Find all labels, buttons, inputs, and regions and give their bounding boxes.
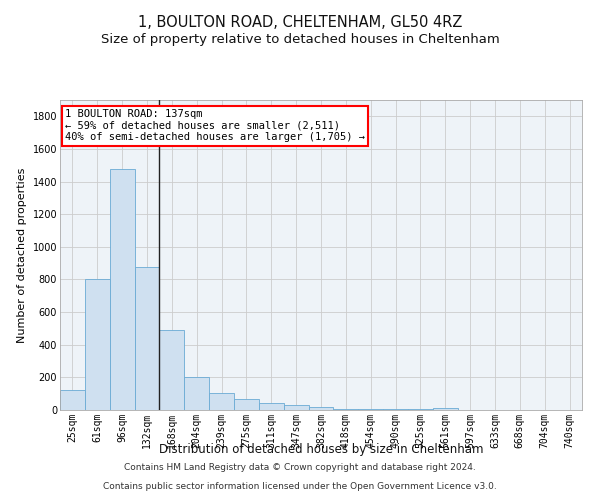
Bar: [110, 170, 134, 410]
Bar: [60, 390, 85, 410]
Bar: [358, 409, 383, 410]
Bar: [234, 400, 259, 410]
Bar: [433, 408, 458, 410]
Bar: [308, 406, 334, 410]
Text: Size of property relative to detached houses in Cheltenham: Size of property relative to detached ho…: [101, 32, 499, 46]
Bar: [184, 376, 209, 410]
Text: 1, BOULTON ROAD, CHELTENHAM, GL50 4RZ: 1, BOULTON ROAD, CHELTENHAM, GL50 4RZ: [138, 15, 462, 30]
Bar: [284, 405, 308, 410]
Bar: [160, 330, 184, 410]
Bar: [134, 267, 160, 410]
Bar: [85, 280, 110, 410]
Text: Contains HM Land Registry data © Crown copyright and database right 2024.: Contains HM Land Registry data © Crown c…: [124, 464, 476, 472]
Bar: [259, 402, 284, 410]
Bar: [209, 393, 234, 410]
Bar: [334, 408, 358, 410]
Text: Contains public sector information licensed under the Open Government Licence v3: Contains public sector information licen…: [103, 482, 497, 491]
Text: 1 BOULTON ROAD: 137sqm
← 59% of detached houses are smaller (2,511)
40% of semi-: 1 BOULTON ROAD: 137sqm ← 59% of detached…: [65, 110, 365, 142]
Bar: [383, 409, 408, 410]
Bar: [408, 409, 433, 410]
Y-axis label: Number of detached properties: Number of detached properties: [17, 168, 27, 342]
Text: Distribution of detached houses by size in Cheltenham: Distribution of detached houses by size …: [159, 442, 483, 456]
